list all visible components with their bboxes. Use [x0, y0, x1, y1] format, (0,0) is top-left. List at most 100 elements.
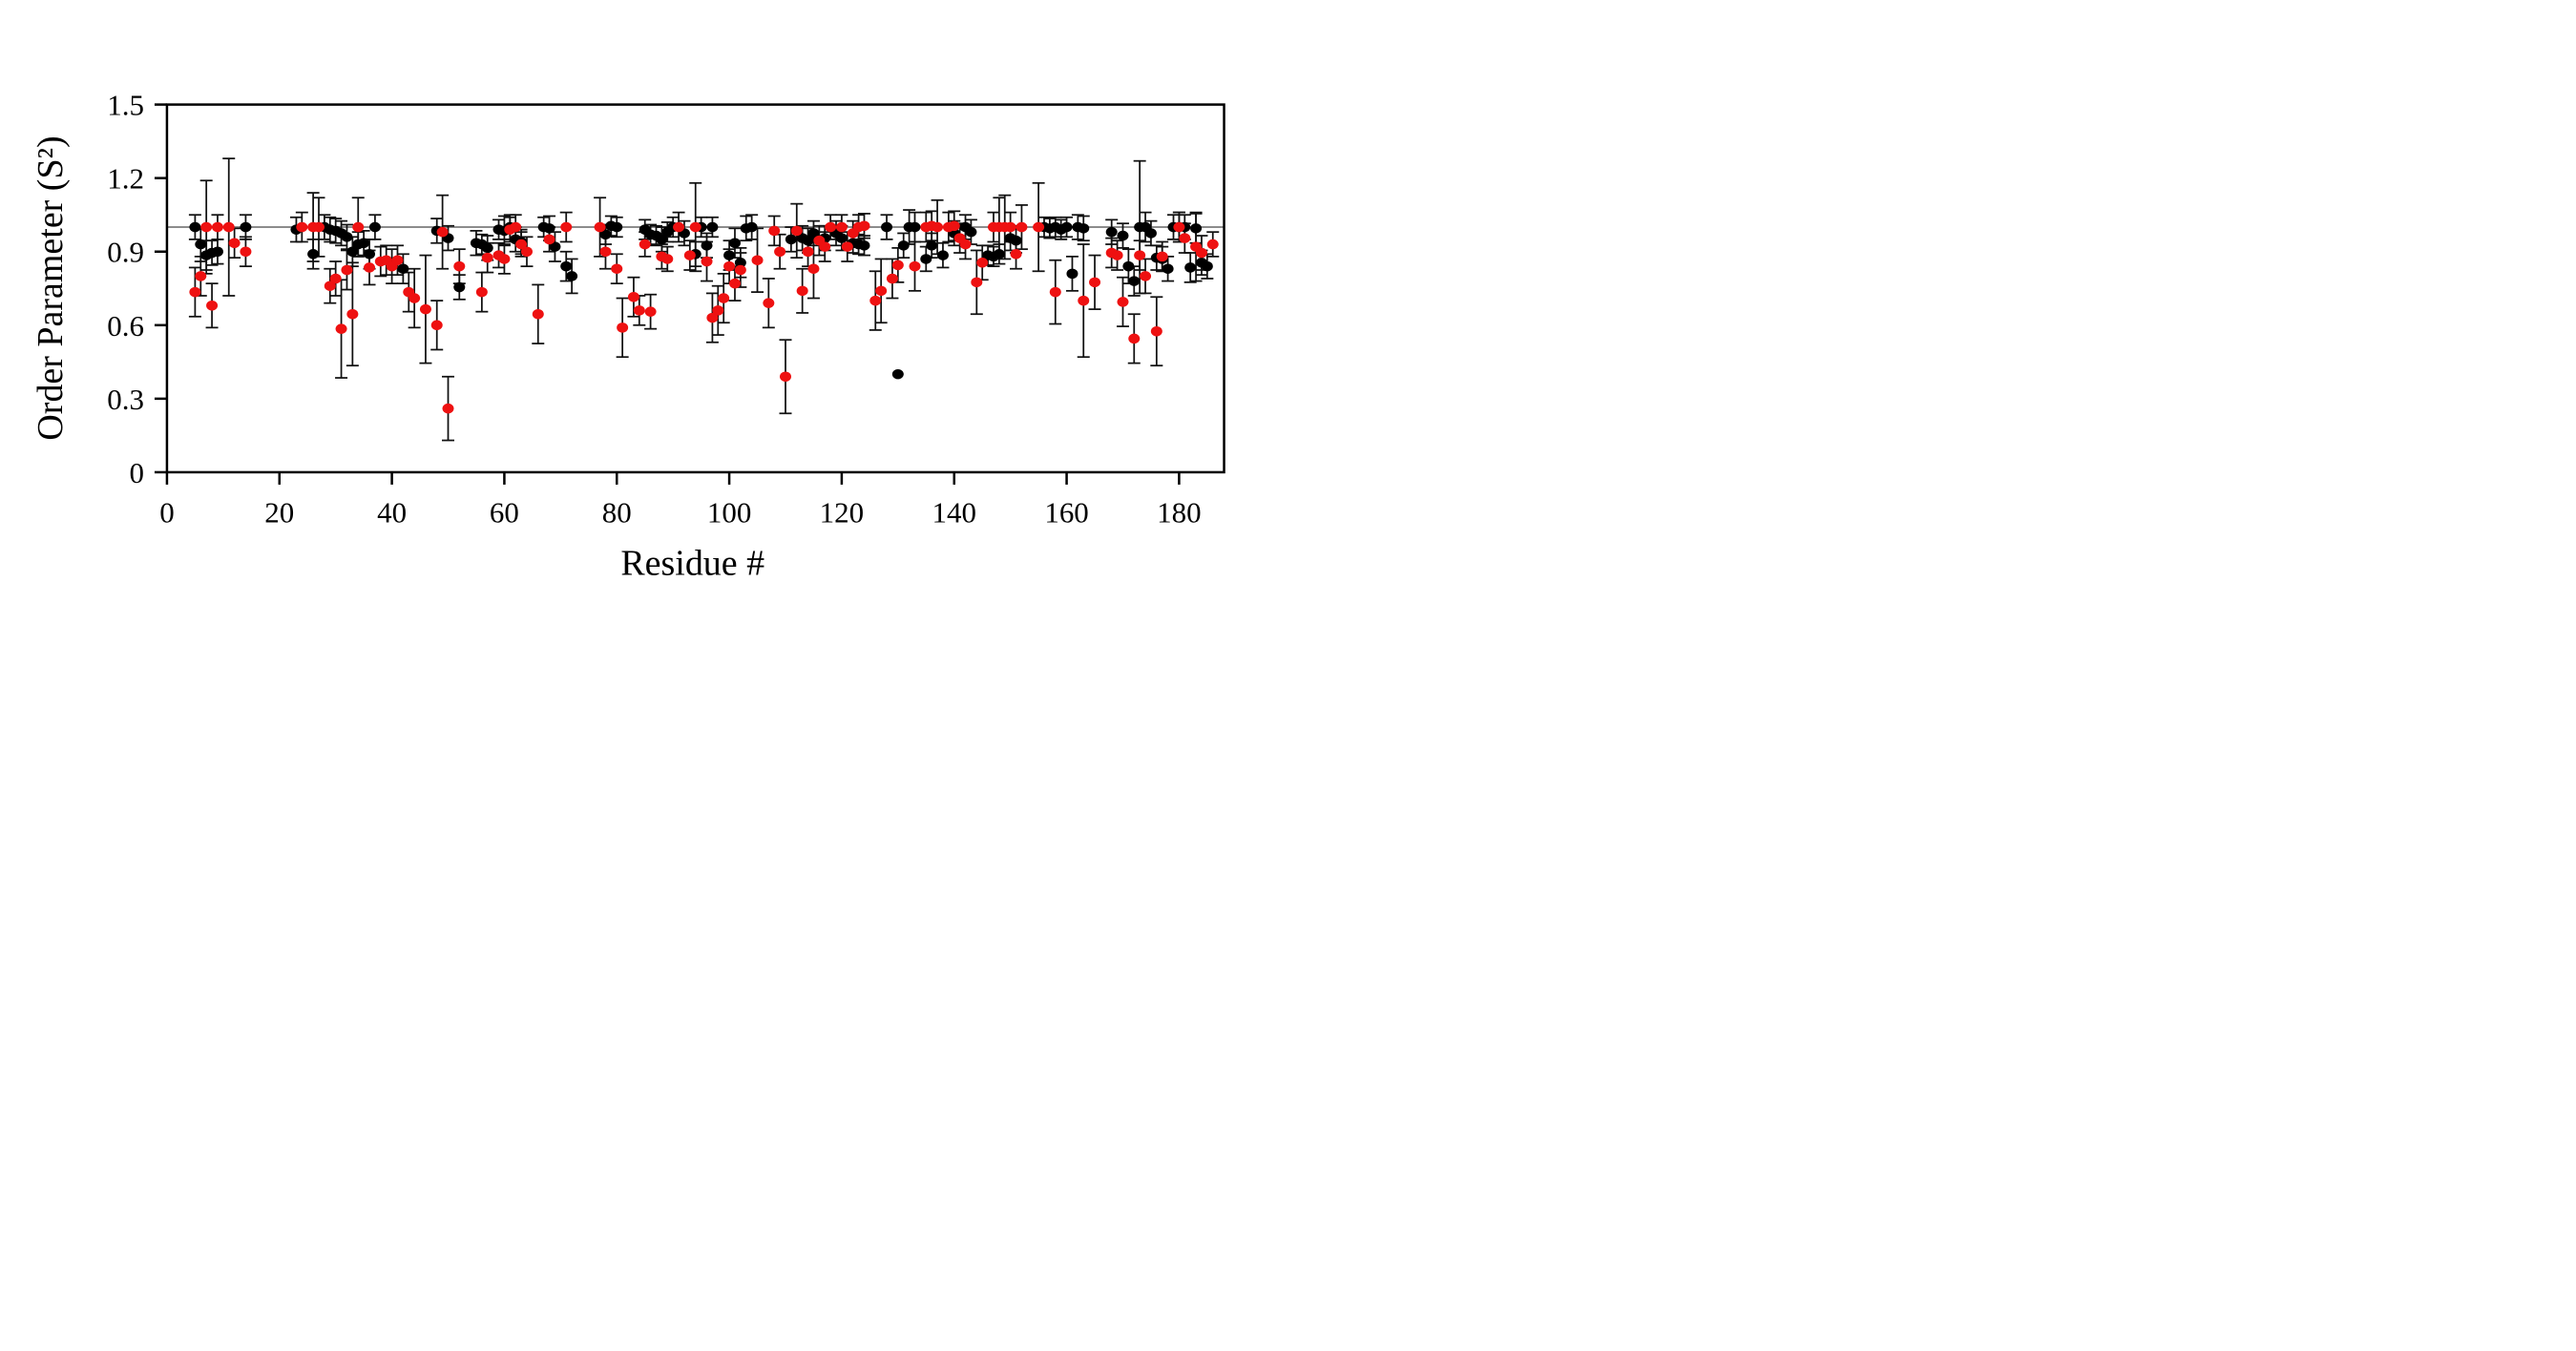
black-series-point [706, 221, 719, 233]
black-series-point [802, 235, 814, 246]
red-series-point [352, 221, 365, 233]
red-series-point [835, 221, 848, 233]
red-series-point [240, 246, 252, 257]
scatter-plot-canvas: 0 20 40 60 80 100 120 140 160 180 0 0.3 0.6 0.9 1.2 1.5… [31, 89, 1225, 583]
red-series-point [701, 256, 713, 267]
black-series-point [560, 260, 573, 272]
red-series-point [728, 278, 741, 289]
red-series-point [858, 220, 870, 232]
red-series-point [1010, 249, 1022, 260]
red-series-point [1117, 297, 1129, 307]
black-series-point [936, 250, 949, 260]
x-tick-label: 80 [602, 495, 632, 529]
x-tick-label: 140 [932, 495, 976, 529]
black-series-point [701, 240, 713, 251]
red-series-point [1156, 251, 1168, 262]
black-series-point [1078, 223, 1090, 234]
y-tick-label: 0.6 [107, 309, 144, 343]
red-series-point [543, 234, 555, 245]
red-series-point [1004, 221, 1016, 233]
red-series-point [195, 271, 207, 281]
black-series-point [240, 221, 252, 233]
red-series-point [1016, 221, 1028, 233]
x-tick-label: 40 [377, 495, 407, 529]
black-series-point [656, 234, 668, 245]
x-tick-label: 180 [1157, 495, 1201, 529]
black-series-point [807, 228, 820, 239]
red-series-point [442, 403, 454, 414]
red-series-point [296, 221, 308, 233]
red-series-point [391, 255, 404, 265]
black-series-point [1010, 235, 1022, 246]
red-series-point [335, 323, 347, 334]
red-series-point [774, 246, 786, 257]
red-series-point [1128, 333, 1141, 344]
red-series-point [790, 225, 803, 237]
black-series-point [341, 232, 353, 242]
red-series-point [712, 305, 724, 316]
red-series-point [329, 273, 342, 284]
black-series-point [728, 238, 741, 248]
y-tick-label: 0.3 [107, 383, 144, 416]
black-series-point [307, 249, 320, 260]
red-series-point [1173, 221, 1185, 233]
y-tick-label: 1.5 [107, 89, 144, 122]
red-series-point [644, 306, 657, 317]
y-tick-label: 0.9 [107, 236, 144, 269]
red-series-point [594, 221, 606, 233]
red-series-point [689, 221, 702, 233]
black-series-point [195, 239, 207, 250]
red-series-point [1206, 239, 1219, 250]
black-series-point [909, 221, 921, 233]
x-tick-label: 0 [159, 495, 174, 529]
black-series-point [481, 242, 493, 254]
red-series-point [481, 252, 493, 263]
x-tick-label: 20 [264, 495, 294, 529]
red-series-point [1140, 271, 1152, 281]
red-series-point [211, 221, 223, 233]
red-series-point [825, 221, 837, 233]
red-series-point [617, 322, 629, 333]
black-series-point [881, 221, 893, 233]
red-series-point [341, 264, 353, 276]
black-series-point [745, 221, 758, 233]
y-tick-label: 0 [129, 456, 143, 489]
red-series-point [886, 273, 898, 284]
black-series-point [1060, 221, 1073, 233]
black-series-point [1122, 260, 1135, 272]
black-series-point [920, 254, 932, 264]
black-series-point [368, 221, 381, 233]
red-series-point [228, 238, 241, 248]
black-series-point [364, 249, 376, 260]
black-series-point [965, 226, 977, 238]
red-series-point [932, 221, 944, 233]
black-series-point [1105, 226, 1118, 238]
red-series-point [639, 239, 651, 250]
red-series-point [959, 239, 972, 250]
red-series-point [819, 241, 831, 252]
plot-frame [165, 103, 1225, 474]
red-series-point [802, 246, 814, 257]
red-series-point [1078, 295, 1090, 306]
red-series-point [751, 255, 764, 265]
red-series-point [909, 260, 921, 272]
red-series-point [948, 220, 960, 232]
black-series-point [211, 246, 223, 257]
red-series-point [364, 262, 376, 273]
red-series-point [673, 221, 685, 233]
black-series-point [1128, 276, 1141, 286]
black-series-point [611, 221, 623, 233]
red-series-point [661, 254, 674, 264]
black-series-point [599, 229, 612, 239]
red-series-point [779, 371, 791, 383]
x-tick-label: 60 [490, 495, 519, 529]
red-series-point [1150, 325, 1162, 337]
red-series-point [706, 312, 719, 323]
black-series-point [1144, 228, 1157, 239]
red-series-point [189, 286, 201, 298]
black-series-point [549, 241, 561, 252]
black-series-point [346, 246, 359, 257]
red-series-point [1111, 250, 1123, 260]
black-series-point [734, 258, 746, 268]
red-series-point [222, 221, 235, 233]
